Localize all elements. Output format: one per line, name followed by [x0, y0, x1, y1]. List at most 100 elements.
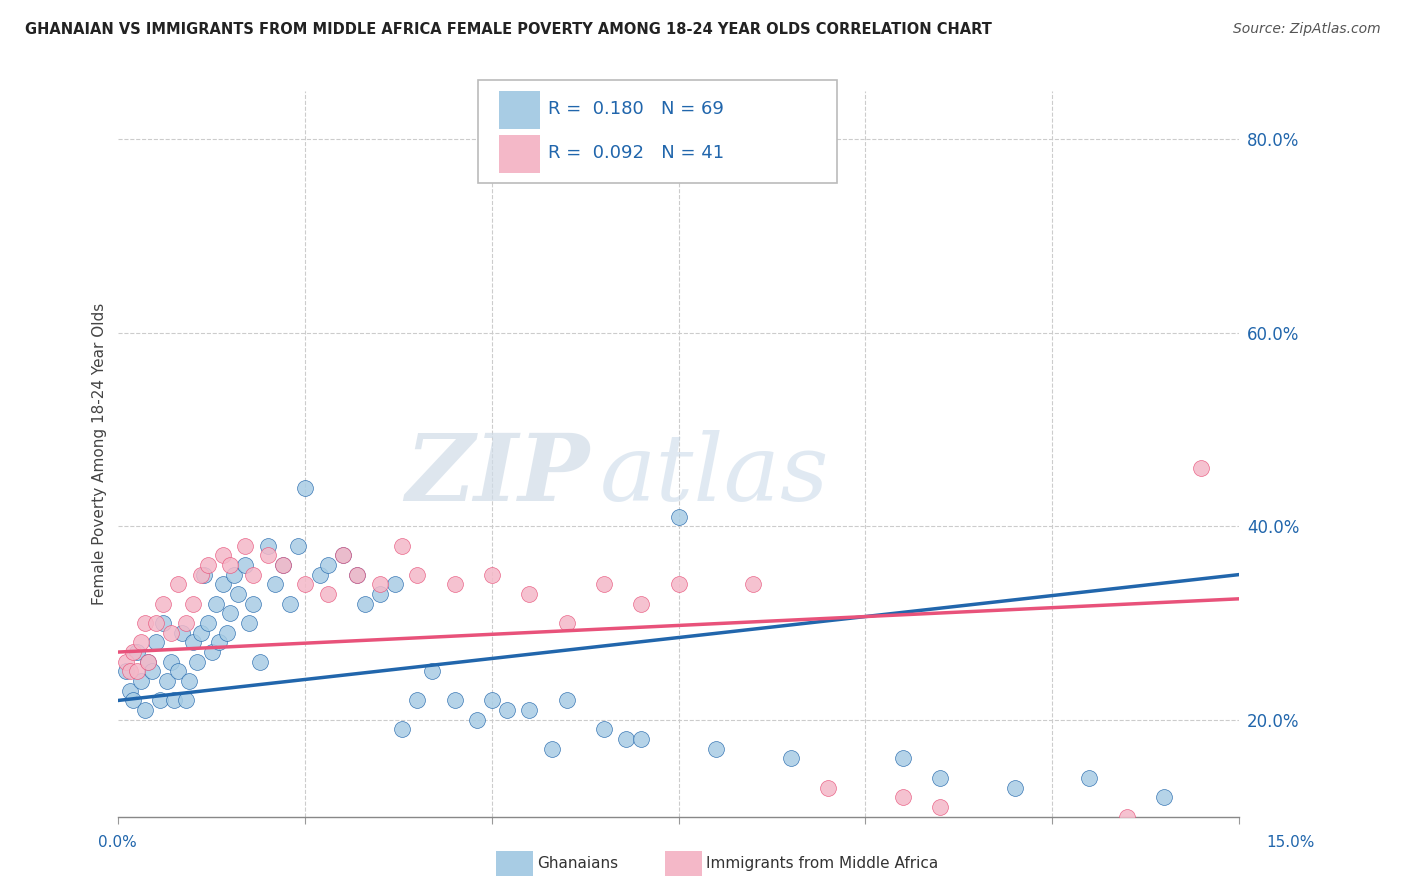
Point	[443, 577, 465, 591]
Point	[630, 597, 652, 611]
Point	[593, 577, 616, 591]
Point	[294, 577, 316, 591]
Point	[242, 567, 264, 582]
Point	[249, 655, 271, 669]
Point	[197, 558, 219, 572]
Text: Ghanaians: Ghanaians	[537, 856, 619, 871]
Point	[167, 577, 190, 591]
Point	[215, 625, 238, 640]
Point	[420, 665, 443, 679]
Point	[181, 597, 204, 611]
Point	[141, 665, 163, 679]
Point	[354, 597, 377, 611]
Point	[368, 587, 391, 601]
Point	[127, 645, 149, 659]
Point	[152, 615, 174, 630]
Point	[555, 615, 578, 630]
Y-axis label: Female Poverty Among 18-24 Year Olds: Female Poverty Among 18-24 Year Olds	[93, 302, 107, 605]
Point	[593, 723, 616, 737]
Text: 15.0%: 15.0%	[1267, 836, 1315, 850]
Point	[197, 615, 219, 630]
Point	[779, 751, 801, 765]
Point	[332, 549, 354, 563]
Point	[201, 645, 224, 659]
Point	[179, 674, 201, 689]
Point	[129, 674, 152, 689]
Point	[118, 665, 141, 679]
Point	[219, 558, 242, 572]
Point	[481, 693, 503, 707]
Point	[929, 800, 952, 814]
Point	[668, 577, 690, 591]
Point	[271, 558, 294, 572]
Point	[148, 693, 170, 707]
Point	[174, 615, 197, 630]
Point	[555, 693, 578, 707]
Point	[929, 771, 952, 785]
Text: R =  0.092   N = 41: R = 0.092 N = 41	[548, 145, 724, 162]
Point	[212, 549, 235, 563]
Point	[517, 703, 540, 717]
Point	[316, 587, 339, 601]
Point	[193, 567, 215, 582]
Point	[163, 693, 186, 707]
Point	[384, 577, 406, 591]
Text: 0.0%: 0.0%	[98, 836, 138, 850]
Point	[406, 567, 429, 582]
Point	[122, 645, 145, 659]
Point	[1153, 790, 1175, 805]
Point	[235, 558, 257, 572]
Point	[115, 655, 138, 669]
Point	[212, 577, 235, 591]
Point	[145, 615, 167, 630]
Point	[271, 558, 294, 572]
Point	[190, 625, 212, 640]
Point	[278, 597, 301, 611]
Point	[235, 539, 257, 553]
Point	[136, 655, 159, 669]
Point	[287, 539, 309, 553]
Text: Immigrants from Middle Africa: Immigrants from Middle Africa	[706, 856, 938, 871]
Point	[186, 655, 208, 669]
Point	[465, 713, 488, 727]
Point	[517, 587, 540, 601]
Point	[1115, 809, 1137, 823]
Point	[152, 597, 174, 611]
Point	[118, 683, 141, 698]
Point	[391, 539, 413, 553]
Point	[242, 597, 264, 611]
Point	[159, 655, 181, 669]
Point	[136, 655, 159, 669]
Point	[115, 665, 138, 679]
Text: atlas: atlas	[600, 431, 830, 520]
Point	[134, 615, 156, 630]
Point	[224, 567, 246, 582]
Point	[540, 741, 562, 756]
Point	[406, 693, 429, 707]
Point	[264, 577, 287, 591]
Point	[134, 703, 156, 717]
Text: GHANAIAN VS IMMIGRANTS FROM MIDDLE AFRICA FEMALE POVERTY AMONG 18-24 YEAR OLDS C: GHANAIAN VS IMMIGRANTS FROM MIDDLE AFRIC…	[25, 22, 993, 37]
Point	[668, 509, 690, 524]
Point	[1004, 780, 1026, 795]
Point	[316, 558, 339, 572]
Point	[156, 674, 179, 689]
Point	[495, 703, 517, 717]
Point	[1078, 771, 1101, 785]
Point	[219, 607, 242, 621]
Point	[145, 635, 167, 649]
Point	[174, 693, 197, 707]
Point	[256, 539, 278, 553]
Point	[181, 635, 204, 649]
Point	[204, 597, 226, 611]
Point	[630, 732, 652, 747]
Point	[226, 587, 249, 601]
Point	[159, 625, 181, 640]
Point	[294, 481, 316, 495]
Point	[742, 577, 765, 591]
Point	[190, 567, 212, 582]
Point	[170, 625, 193, 640]
Point	[614, 732, 637, 747]
Text: ZIP: ZIP	[405, 431, 589, 520]
Point	[129, 635, 152, 649]
